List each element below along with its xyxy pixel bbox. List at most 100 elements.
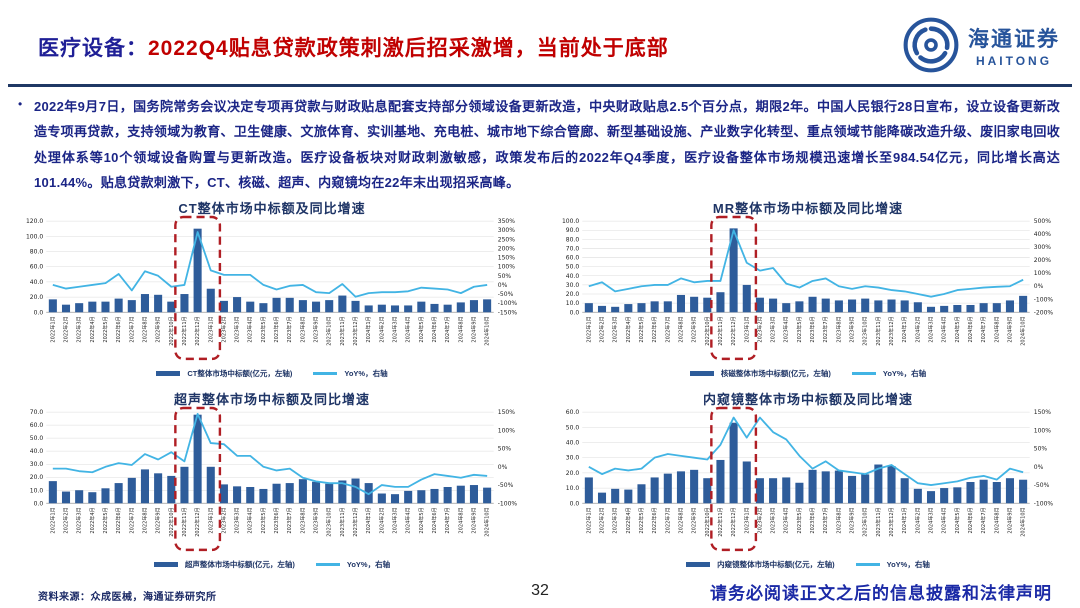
- svg-text:60.0: 60.0: [566, 409, 580, 416]
- slide-header: 医疗设备：2022Q4贴息贷款政策刺激后招采激增，当前处于底部 海通证券 HAI…: [0, 0, 1080, 87]
- svg-text:2024年3月: 2024年3月: [928, 507, 935, 533]
- ultrasound-chart-title: 超声整体市场中标额及同比增速: [173, 392, 370, 407]
- svg-text:2022年11月: 2022年11月: [181, 316, 188, 345]
- svg-text:2022年4月: 2022年4月: [89, 316, 96, 342]
- svg-text:2024年2月: 2024年2月: [914, 316, 921, 342]
- svg-text:2024年5月: 2024年5月: [418, 316, 425, 342]
- svg-text:2022年6月: 2022年6月: [651, 507, 658, 533]
- svg-text:10.0: 10.0: [566, 300, 580, 307]
- mr-legend: 核磁整体市场中标额(亿元，左轴) YoY%，右轴: [548, 367, 1068, 380]
- svg-text:90.0: 90.0: [566, 227, 580, 234]
- svg-text:2022年6月: 2022年6月: [651, 316, 658, 342]
- line-series-swatch: [313, 372, 338, 375]
- svg-text:2022年5月: 2022年5月: [638, 507, 645, 533]
- svg-text:30.0: 30.0: [566, 282, 580, 289]
- svg-text:2022年10月: 2022年10月: [168, 316, 175, 345]
- mr-bars: [584, 228, 1028, 313]
- svg-text:150%: 150%: [498, 255, 515, 262]
- haitong-logo: 海通证券 HAITONG: [902, 16, 1060, 74]
- svg-text:2024年10月: 2024年10月: [1020, 507, 1027, 536]
- endoscope-bars: [584, 422, 1028, 504]
- svg-text:2023年9月: 2023年9月: [313, 316, 320, 342]
- svg-text:50.0: 50.0: [30, 435, 44, 442]
- line-series-swatch: [851, 372, 876, 375]
- svg-text:0%: 0%: [1034, 464, 1044, 471]
- svg-text:200%: 200%: [498, 245, 515, 252]
- ct-yoy-line: [52, 231, 488, 298]
- svg-text:2022年3月: 2022年3月: [612, 316, 619, 342]
- bar-series-swatch: [689, 371, 714, 376]
- legal-disclaimer: 请务必阅读正文之后的信息披露和法律声明: [710, 584, 1052, 603]
- mr-plot-area: 100.0 90.0 80.0 70.0 60.0 50.0 40.0 30.0 20.0 10.…: [562, 215, 1054, 361]
- svg-text:150%: 150%: [1034, 409, 1051, 416]
- svg-text:2024年8月: 2024年8月: [993, 507, 1000, 533]
- svg-text:2022年8月: 2022年8月: [141, 507, 148, 533]
- bar-series-label: CT整体市场中标额(亿元，左轴): [187, 369, 293, 378]
- svg-text:2023年12月: 2023年12月: [888, 316, 895, 345]
- svg-text:2023年6月: 2023年6月: [273, 507, 280, 533]
- svg-text:300%: 300%: [1034, 244, 1051, 251]
- svg-text:2023年8月: 2023年8月: [835, 316, 842, 342]
- svg-text:2023年3月: 2023年3月: [770, 507, 777, 533]
- ultrasound-chart: 超声整体市场中标额及同比增速 70.0 60.0 50.0 40.0 30.0 20.0 1…: [12, 389, 532, 578]
- ct-plot-area: 120.0 100.0 80.0 60.0 40.0 20.0 0.0 350% 300% 250…: [26, 215, 517, 361]
- svg-text:2022年2月: 2022年2月: [599, 316, 606, 342]
- line-series-swatch: [315, 563, 340, 566]
- logo-name-cn: 海通证券: [968, 26, 1060, 51]
- svg-text:2024年1月: 2024年1月: [901, 507, 908, 533]
- svg-text:2024年9月: 2024年9月: [1006, 507, 1013, 533]
- mr-highlight-box: [710, 215, 758, 361]
- svg-text:2023年5月: 2023年5月: [796, 316, 803, 342]
- svg-text:2024年5月: 2024年5月: [418, 507, 425, 533]
- svg-text:-100%: -100%: [1034, 296, 1054, 303]
- svg-text:2022年11月: 2022年11月: [181, 507, 188, 536]
- page-title-main: 2022Q4贴息贷款政策刺激后招采激增，当前处于底部: [148, 37, 669, 60]
- bar-series-label: 超声整体市场中标额(亿元，左轴): [184, 560, 295, 569]
- svg-text:0.0: 0.0: [570, 309, 580, 316]
- svg-text:10.0: 10.0: [566, 485, 580, 492]
- svg-text:60.0: 60.0: [30, 264, 44, 271]
- svg-text:2023年4月: 2023年4月: [247, 507, 254, 533]
- bar-series-label: 核磁整体市场中标额(亿元，左轴): [720, 369, 831, 378]
- svg-text:30.0: 30.0: [30, 461, 44, 468]
- ct-highlight-box: [174, 215, 222, 361]
- svg-text:2022年2月: 2022年2月: [63, 316, 70, 342]
- svg-text:2022年2月: 2022年2月: [599, 507, 606, 533]
- svg-text:-200%: -200%: [1034, 309, 1054, 316]
- svg-text:2023年11月: 2023年11月: [339, 316, 346, 345]
- svg-text:2022年4月: 2022年4月: [89, 507, 96, 533]
- svg-text:70.0: 70.0: [30, 409, 44, 416]
- svg-text:2022年1月: 2022年1月: [585, 507, 592, 533]
- svg-text:2023年3月: 2023年3月: [234, 316, 241, 342]
- svg-text:2023年10月: 2023年10月: [326, 316, 333, 345]
- svg-text:2023年6月: 2023年6月: [809, 507, 816, 533]
- svg-text:2024年3月: 2024年3月: [392, 507, 399, 533]
- svg-text:100%: 100%: [498, 264, 515, 271]
- svg-text:2023年9月: 2023年9月: [313, 507, 320, 533]
- svg-text:0.0: 0.0: [570, 500, 580, 507]
- svg-text:2024年2月: 2024年2月: [914, 507, 921, 533]
- svg-text:2022年12月: 2022年12月: [194, 316, 201, 345]
- line-series-label: YoY%，右轴: [886, 560, 930, 569]
- svg-text:2022年3月: 2022年3月: [612, 507, 619, 533]
- svg-text:2023年11月: 2023年11月: [875, 316, 882, 345]
- svg-text:2022年12月: 2022年12月: [730, 507, 737, 536]
- svg-text:2022年10月: 2022年10月: [168, 507, 175, 536]
- svg-text:2023年8月: 2023年8月: [299, 507, 306, 533]
- svg-text:2022年7月: 2022年7月: [128, 316, 135, 342]
- svg-text:2022年11月: 2022年11月: [717, 507, 724, 536]
- bar-series-swatch: [156, 371, 181, 376]
- svg-text:2023年6月: 2023年6月: [273, 316, 280, 342]
- svg-text:200%: 200%: [1034, 257, 1051, 264]
- svg-text:2022年9月: 2022年9月: [155, 507, 162, 533]
- svg-text:2024年3月: 2024年3月: [928, 316, 935, 342]
- svg-text:2024年4月: 2024年4月: [405, 316, 412, 342]
- svg-text:-100%: -100%: [1034, 500, 1054, 507]
- logo-name-en: HAITONG: [975, 53, 1053, 68]
- svg-text:2022年9月: 2022年9月: [691, 507, 698, 533]
- svg-text:20.0: 20.0: [30, 474, 44, 481]
- svg-text:400%: 400%: [1034, 231, 1051, 238]
- svg-text:50.0: 50.0: [566, 264, 580, 271]
- svg-text:-50%: -50%: [498, 482, 514, 489]
- svg-text:2023年8月: 2023年8月: [299, 316, 306, 342]
